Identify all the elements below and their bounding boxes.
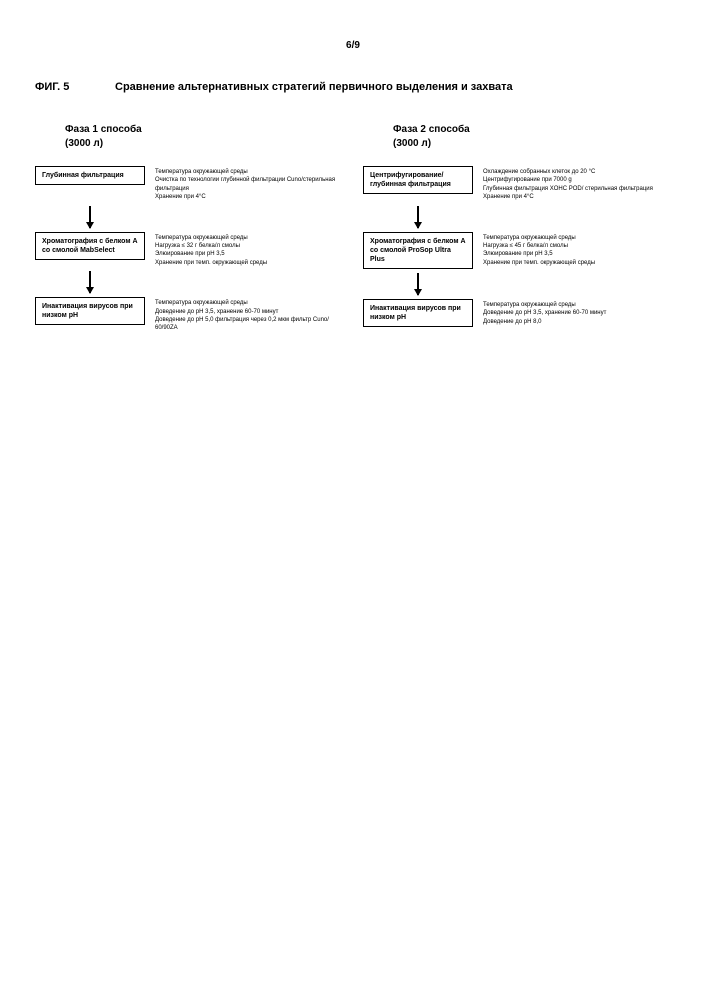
figure-title: Сравнение альтернативных стратегий перви… [115, 81, 513, 93]
note-line: Хранение при 4°C [155, 193, 343, 201]
phase2-column: Фаза 2 способа (3000 л) Центрифугировани… [363, 123, 671, 337]
phase2-step2-row: Хроматография с белком A со смолой ProSo… [363, 232, 671, 269]
phase1-step3-notes: Температура окружающей среды Доведение д… [145, 297, 343, 333]
page-number: 6/9 [35, 40, 671, 51]
phase1-step2-row: Хроматография с белком A со смолой MabSe… [35, 232, 343, 268]
phase1-step1-box: Глубинная фильтрация [35, 166, 145, 185]
note-line: Элюирование при pH 3,5 [483, 250, 595, 258]
phase2-step2-notes: Температура окружающей среды Нагрузка ≤ … [473, 232, 595, 268]
note-line: Нагрузка ≤ 32 г белка/л смолы [155, 242, 267, 250]
phase2-step3-box: Инактивация вирусов при низком pH [363, 299, 473, 327]
arrow-wrap [35, 271, 145, 293]
note-line: Охлаждение собранных клеток до 20 °C [483, 168, 653, 176]
note-line: Хранение при 4°C [483, 193, 653, 201]
arrow-wrap [363, 273, 473, 295]
note-line: Глубинная фильтрация XOHC POD/ стерильна… [483, 185, 653, 193]
figure-label: ФИГ. 5 [35, 81, 115, 93]
arrow-icon [89, 206, 91, 228]
phase2-step3-row: Инактивация вирусов при низком pH Темпер… [363, 299, 671, 327]
phase1-step2-notes: Температура окружающей среды Нагрузка ≤ … [145, 232, 267, 268]
phase2-step1-row: Центрифугирование/ глубинная фильтрация … [363, 166, 671, 202]
note-line: Доведение до pH 8,0 [483, 318, 606, 326]
note-line: Доведение до pH 3,5, хранение 60-70 мину… [155, 308, 343, 316]
note-line: Температура окружающей среды [155, 299, 343, 307]
arrow-icon [417, 206, 419, 228]
note-line: Температура окружающей среды [483, 234, 595, 242]
phase1-step3-box: Инактивация вирусов при низком pH [35, 297, 145, 325]
phase1-step1-row: Глубинная фильтрация Температура окружаю… [35, 166, 343, 202]
note-line: Хранение при темп. окружающей среды [155, 259, 267, 267]
phase2-title-line2: (3000 л) [393, 137, 671, 151]
phase2-title: Фаза 2 способа (3000 л) [393, 123, 671, 151]
phase1-step3-row: Инактивация вирусов при низком pH Темпер… [35, 297, 343, 333]
phase1-title-line1: Фаза 1 способа [65, 123, 343, 137]
phase2-step2-box: Хроматография с белком A со смолой ProSo… [363, 232, 473, 269]
flowchart-columns: Фаза 1 способа (3000 л) Глубинная фильтр… [35, 123, 671, 337]
arrow-icon [417, 273, 419, 295]
note-line: Доведение до pH 3,5, хранение 60-70 мину… [483, 309, 606, 317]
note-line: Температура окружающей среды [483, 301, 606, 309]
arrow-icon [89, 271, 91, 293]
note-line: Центрифугирование при 7000 g [483, 176, 653, 184]
note-line: Элюирование при pH 3,5 [155, 250, 267, 258]
phase2-step1-box: Центрифугирование/ глубинная фильтрация [363, 166, 473, 194]
phase1-column: Фаза 1 способа (3000 л) Глубинная фильтр… [35, 123, 343, 337]
phase2-step3-notes: Температура окружающей среды Доведение д… [473, 299, 606, 326]
note-line: Очистка по технологии глубинной фильтрац… [155, 176, 343, 193]
phase1-step1-notes: Температура окружающей среды Очистка по … [145, 166, 343, 202]
phase2-step1-notes: Охлаждение собранных клеток до 20 °C Цен… [473, 166, 653, 202]
phase2-title-line1: Фаза 2 способа [393, 123, 671, 137]
note-line: Доведение до pH 5,0 фильтрация через 0,2… [155, 316, 343, 333]
note-line: Температура окружающей среды [155, 234, 267, 242]
note-line: Температура окружающей среды [155, 168, 343, 176]
note-line: Нагрузка ≤ 45 г белка/л смолы [483, 242, 595, 250]
arrow-wrap [35, 206, 145, 228]
phase1-step2-box: Хроматография с белком A со смолой MabSe… [35, 232, 145, 260]
phase1-title-line2: (3000 л) [65, 137, 343, 151]
note-line: Хранение при темп. окружающей среды [483, 259, 595, 267]
arrow-wrap [363, 206, 473, 228]
phase1-title: Фаза 1 способа (3000 л) [65, 123, 343, 151]
